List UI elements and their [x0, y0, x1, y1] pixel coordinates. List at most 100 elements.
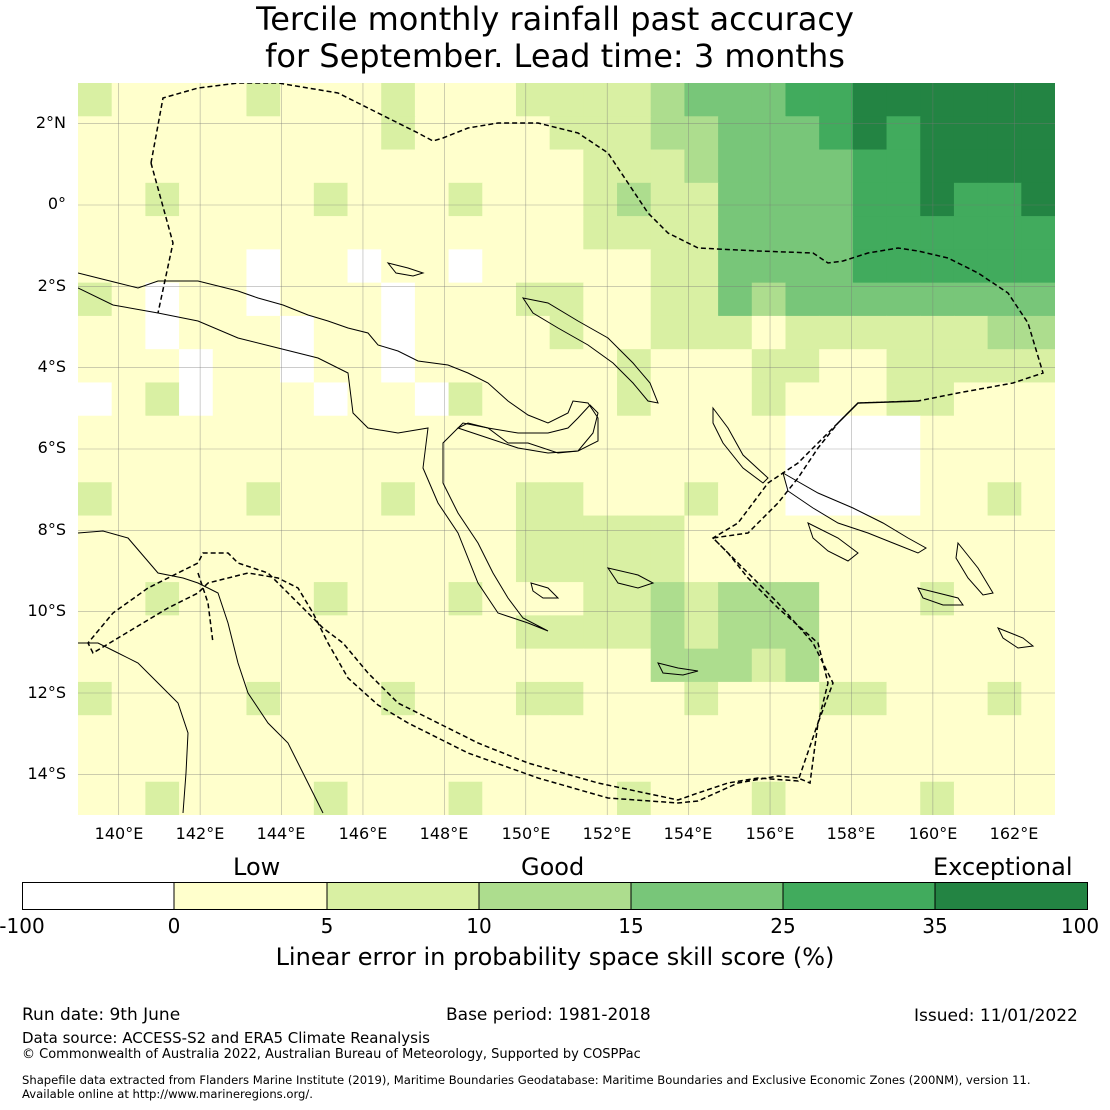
skill-cell: [313, 648, 349, 683]
skill-cell: [482, 249, 517, 284]
skill-cell: [886, 282, 921, 317]
skill-cell: [313, 615, 349, 650]
skill-cell: [718, 548, 753, 583]
skill-cell: [617, 648, 652, 683]
skill-cell: [145, 648, 180, 683]
skill-cell: [583, 515, 618, 550]
skill-cell: [1021, 449, 1055, 483]
skill-cell: [583, 83, 618, 117]
skill-cell: [515, 748, 551, 783]
skill-cell: [414, 615, 450, 650]
skill-cell: [313, 681, 349, 716]
coastline-new-ireland: [521, 297, 659, 404]
skill-cell: [785, 515, 820, 550]
skill-cell: [785, 249, 820, 284]
skill-cell: [819, 249, 854, 284]
skill-cell: [886, 748, 921, 783]
colorbar-frame: [22, 882, 1088, 910]
skill-cell: [751, 515, 787, 550]
skill-cell: [953, 548, 989, 583]
skill-cell: [819, 349, 854, 384]
skill-cell: [414, 83, 450, 117]
skill-cell: [482, 648, 517, 683]
skill-cell: [1021, 648, 1055, 683]
colorbar: [22, 882, 1088, 910]
skill-cell: [347, 482, 382, 517]
skill-cell: [920, 615, 955, 650]
skill-cell: [381, 715, 416, 750]
skill-cell: [953, 648, 989, 683]
skill-cell: [482, 715, 517, 750]
skill-cell: [650, 182, 686, 217]
skill-cell: [583, 715, 618, 750]
skill-cell: [583, 582, 618, 616]
skill-cell: [1021, 681, 1055, 716]
skill-cell: [987, 216, 1022, 250]
skill-cell: [145, 415, 180, 450]
skill-cell: [280, 515, 315, 550]
skill-cell: [414, 315, 450, 350]
skill-cell: [179, 515, 214, 550]
skill-cell: [448, 415, 483, 450]
skill-cell: [78, 382, 113, 417]
skill-cell: [78, 315, 113, 350]
skill-cell: [280, 149, 315, 184]
coastline-australia: [78, 530, 324, 814]
skill-cell: [953, 781, 989, 815]
skill-cell: [313, 349, 349, 384]
skill-cell: [718, 482, 753, 517]
skill-cell: [953, 216, 989, 250]
skill-cell: [179, 382, 214, 417]
skill-cell: [785, 349, 820, 384]
skill-cell: [482, 615, 517, 650]
skill-cell: [448, 615, 483, 650]
skill-cell: [819, 781, 854, 815]
skill-cell: [515, 149, 551, 184]
skill-cell: [482, 482, 517, 517]
skill-cell: [583, 615, 618, 650]
lon-label-162e: 162°E: [989, 824, 1039, 843]
skill-cell: [1021, 249, 1055, 284]
skill-cell: [852, 382, 888, 417]
skill-cell: [145, 382, 180, 417]
skill-cell: [583, 482, 618, 517]
colorbar-bin-3: [327, 882, 479, 910]
skill-cell: [111, 681, 146, 716]
skill-cell: [347, 648, 382, 683]
skill-cell: [212, 482, 248, 517]
skill-cell: [212, 282, 248, 317]
skill-cell: [684, 315, 719, 350]
colorbar-tick-5: 5: [320, 914, 334, 938]
skill-cell: [617, 681, 652, 716]
skill-cell: [718, 715, 753, 750]
skill-cell: [617, 249, 652, 284]
skill-cell: [179, 615, 214, 650]
skill-cell: [785, 615, 820, 650]
skill-cell: [78, 349, 113, 384]
skill-cell: [313, 449, 349, 483]
skill-cell: [111, 415, 146, 450]
skill-cell: [78, 781, 113, 815]
skill-cell: [953, 182, 989, 217]
lat-label-6s: 6°S: [37, 438, 66, 457]
skill-cell: [347, 415, 382, 450]
skill-cell: [549, 449, 584, 483]
skill-cell: [549, 282, 584, 317]
skill-cell: [414, 748, 450, 783]
coastline-islands-3: [530, 582, 560, 599]
skill-cell: [650, 582, 686, 616]
skill-cell: [852, 515, 888, 550]
skill-cell: [347, 249, 382, 284]
skill-cell: [751, 615, 787, 650]
skill-cell: [482, 548, 517, 583]
skill-cell: [617, 582, 652, 616]
skill-cell: [78, 216, 113, 250]
skill-cell: [583, 282, 618, 317]
skill-cell: [78, 615, 113, 650]
skill-cell: [650, 548, 686, 583]
skill-cell: [179, 349, 214, 384]
skill-cell: [347, 182, 382, 217]
skill-cell: [583, 548, 618, 583]
skill-cell: [313, 149, 349, 184]
skill-cell: [313, 715, 349, 750]
